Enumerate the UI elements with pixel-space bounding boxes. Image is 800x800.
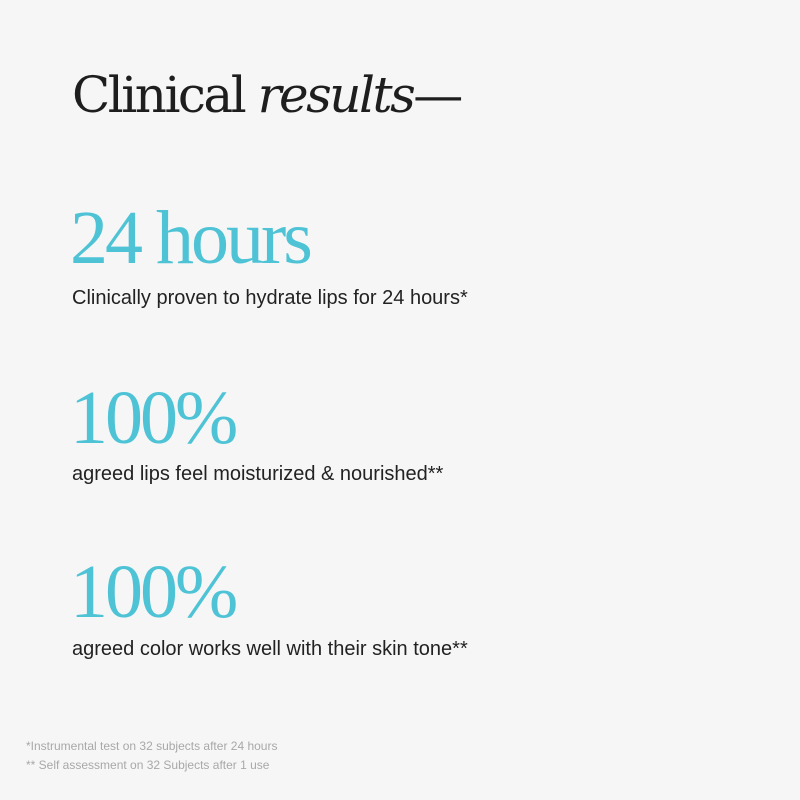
stat-description-skin-tone: agreed color works well with their skin …	[72, 638, 468, 660]
title-italic: results	[257, 66, 416, 124]
title-regular: Clinical	[72, 66, 247, 124]
footnote-1: *Instrumental test on 32 subjects after …	[26, 739, 278, 753]
stat-description-moisturized: agreed lips feel moisturized & nourished…	[72, 463, 444, 485]
footnote-2: ** Self assessment on 32 Subjects after …	[26, 758, 270, 772]
stat-description-hours: Clinically proven to hydrate lips for 24…	[72, 287, 468, 309]
stat-value-moisturized: 100%	[70, 376, 238, 460]
stat-value-hours: 24 hours	[70, 196, 313, 280]
title-dash: —	[413, 66, 463, 124]
page-title: Clinical results—	[72, 66, 463, 124]
stat-value-skin-tone: 100%	[70, 550, 238, 634]
